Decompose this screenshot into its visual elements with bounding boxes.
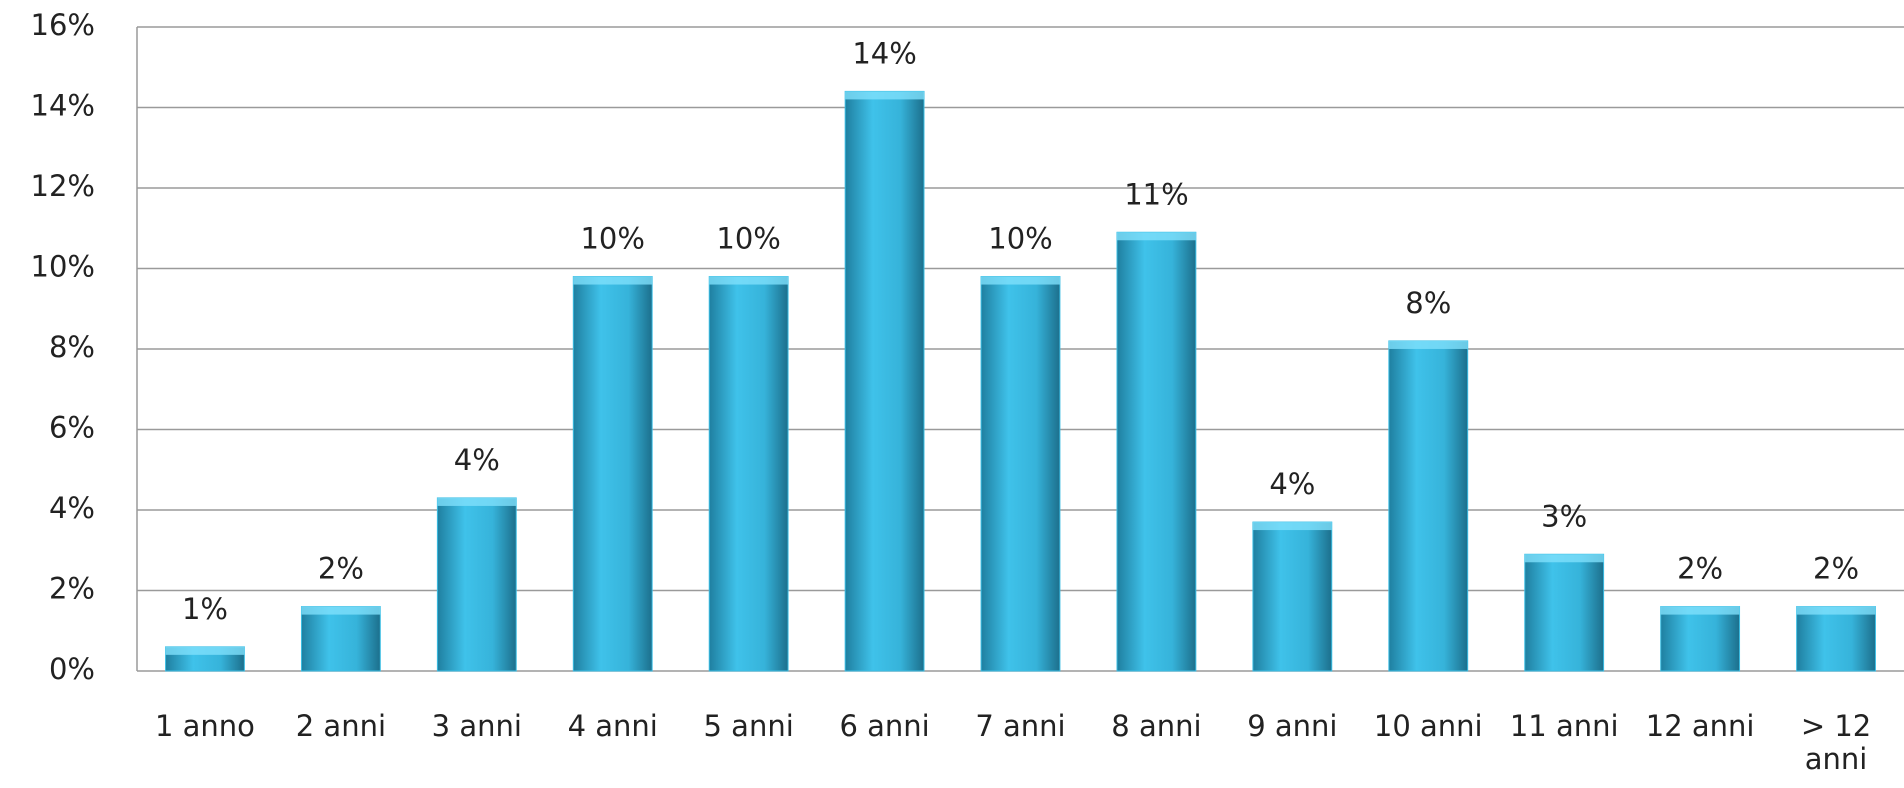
x-tick-label: 4 anni	[568, 709, 658, 743]
x-tick-label: 3 anni	[432, 709, 522, 743]
y-tick-label: 4%	[49, 491, 95, 525]
bar-cap	[165, 646, 245, 655]
bar-cap	[301, 606, 381, 615]
y-tick-label: 10%	[31, 250, 95, 284]
x-tick-label: 7 anni	[975, 709, 1065, 743]
data-label: 2%	[318, 552, 364, 586]
x-tick-label: 5 anni	[704, 709, 794, 743]
y-tick-label: 2%	[49, 572, 95, 606]
data-label: 1%	[182, 592, 228, 626]
x-tick-label: 10 anni	[1374, 709, 1483, 743]
data-label: 8%	[1405, 286, 1451, 320]
data-label: 2%	[1677, 552, 1723, 586]
bar	[1388, 340, 1469, 672]
bar	[1524, 553, 1605, 672]
data-label: 4%	[454, 443, 500, 477]
bar-cap	[1660, 606, 1740, 615]
bar-cap	[1796, 606, 1876, 615]
bar	[1116, 231, 1197, 672]
y-tick-label: 8%	[49, 330, 95, 364]
x-tick-label: 1 anno	[155, 709, 255, 743]
bar-cap	[1388, 340, 1468, 349]
bar	[1660, 606, 1741, 672]
x-tick-label: 12 anni	[1646, 709, 1755, 743]
bar-cap	[1117, 232, 1196, 241]
bar-cap	[709, 276, 789, 285]
data-label: 11%	[1124, 177, 1188, 211]
bar	[844, 90, 925, 672]
data-label: 10%	[716, 222, 780, 256]
y-tick-label: 16%	[31, 8, 95, 42]
bar	[1796, 606, 1876, 672]
data-label: 2%	[1813, 552, 1859, 586]
data-label: 4%	[1269, 467, 1315, 501]
bar	[300, 606, 381, 672]
x-tick-label: > 12 anni	[1801, 709, 1871, 776]
y-tick-label: 14%	[31, 89, 95, 123]
bar-cap	[845, 91, 924, 100]
bar-cap	[1252, 522, 1332, 531]
y-tick-label: 12%	[31, 169, 95, 203]
x-tick-label: 11 anni	[1510, 709, 1619, 743]
y-tick-label: 6%	[49, 411, 95, 445]
x-tick-label: 2 anni	[296, 709, 386, 743]
bar-cap	[437, 497, 517, 506]
data-label: 10%	[580, 222, 644, 256]
bar-cap	[981, 276, 1060, 285]
y-tick-label: 0%	[49, 652, 95, 686]
bar-cap	[1524, 554, 1604, 563]
bar	[436, 497, 517, 672]
data-label: 3%	[1541, 499, 1587, 533]
bar	[980, 276, 1061, 672]
bar	[572, 276, 653, 672]
data-label: 10%	[988, 222, 1052, 256]
data-label: 14%	[852, 36, 916, 70]
bar-cap	[573, 276, 653, 285]
x-tick-label: 6 anni	[839, 709, 929, 743]
x-tick-label: 8 anni	[1111, 709, 1201, 743]
bar	[708, 276, 789, 672]
bar	[1252, 521, 1333, 672]
x-tick-label: 9 anni	[1247, 709, 1337, 743]
